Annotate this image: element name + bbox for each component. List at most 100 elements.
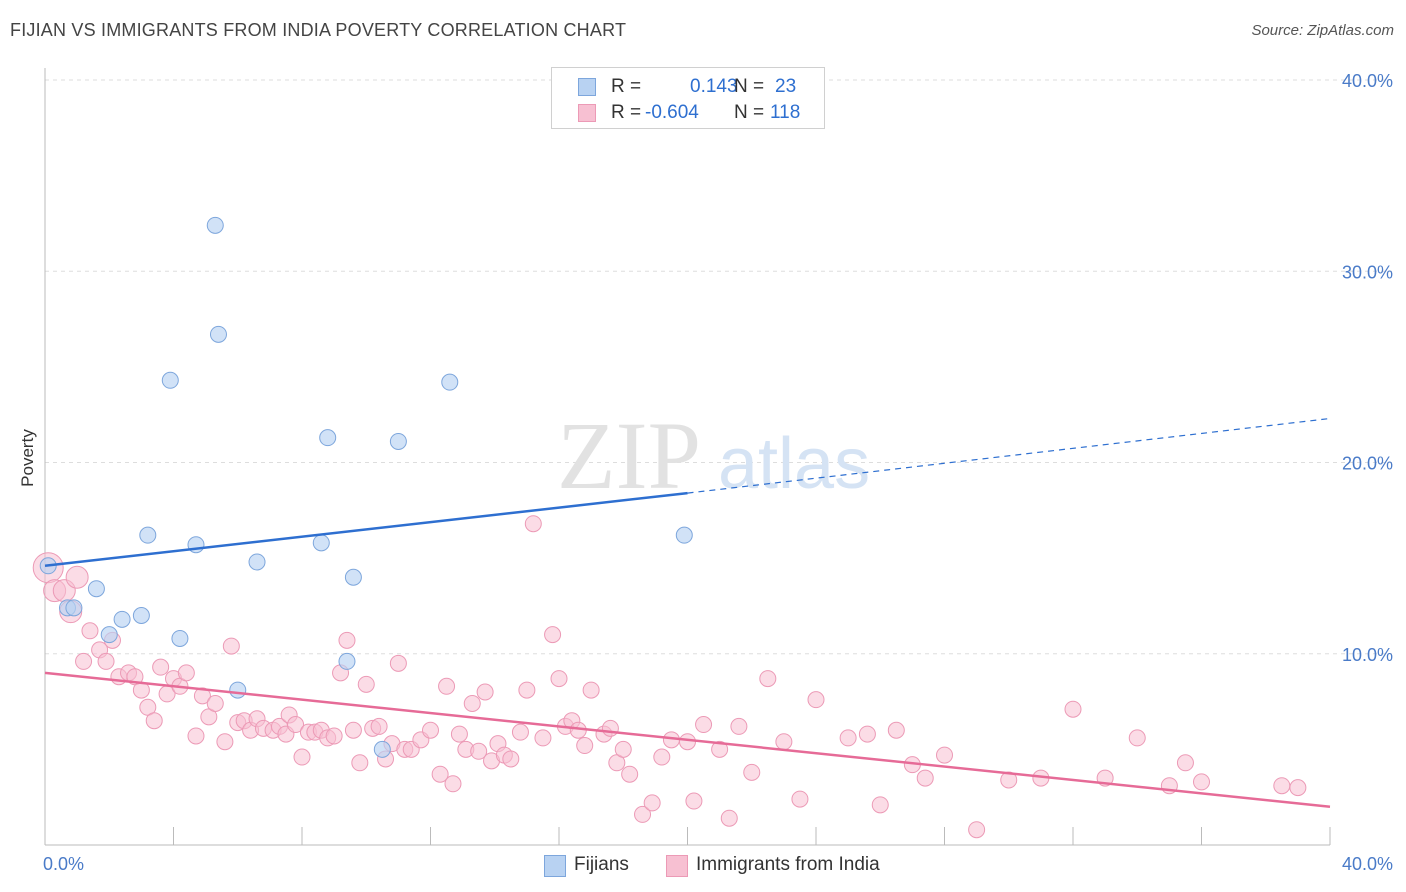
fijian-point (132, 607, 150, 624)
india-point (338, 631, 356, 649)
india-point (1064, 700, 1082, 718)
chart-title: FIJIAN VS IMMIGRANTS FROM INDIA POVERTY … (10, 20, 627, 40)
india-point (679, 733, 696, 751)
axes (44, 68, 1331, 846)
fijian-point (65, 599, 83, 617)
r-value: 0.143 (690, 76, 738, 97)
india-point (444, 775, 462, 793)
n-label: N = (734, 102, 765, 123)
india-point (422, 721, 439, 739)
source-label: Source: ZipAtlas.com (1251, 22, 1394, 39)
india-point (193, 687, 211, 705)
india-point (916, 769, 934, 787)
india-point (81, 622, 99, 640)
fijian-trend-line (44, 491, 688, 568)
fijian-points (39, 216, 693, 758)
stats-row-india: R = -0.604 N = 118 (552, 101, 824, 127)
fijian-point (87, 580, 105, 598)
india-point (518, 681, 536, 699)
grid-lines (45, 79, 1392, 655)
india-swatch (666, 855, 688, 877)
india-point (370, 717, 388, 735)
india-point (152, 658, 170, 676)
stats-row-fijians: R = 0.143 N = 23 (552, 75, 824, 101)
india-point (759, 670, 777, 688)
india-point (1273, 777, 1291, 795)
fijian-swatch (544, 855, 566, 877)
india-point (145, 712, 163, 730)
india-point (1289, 779, 1307, 797)
india-point (177, 664, 195, 682)
india-point (871, 796, 889, 814)
india-point (534, 729, 552, 747)
r-label: R = (611, 102, 642, 123)
india-point (438, 677, 456, 695)
y-axis-label: Poverty (18, 429, 37, 487)
india-point (743, 763, 761, 781)
watermark: ZIP atlas (557, 402, 870, 509)
india-point (222, 637, 240, 655)
india-point (791, 790, 809, 808)
india-point (293, 748, 311, 766)
india-point (643, 794, 661, 812)
x-tick-label: 0.0% (43, 854, 84, 874)
india-swatch (578, 104, 596, 122)
india-point (431, 765, 449, 783)
india-points (32, 515, 1307, 839)
y-tick-label: 10.0% (1342, 645, 1393, 665)
watermark-zip: ZIP (557, 402, 701, 509)
india-point (357, 675, 375, 693)
india-point (775, 733, 793, 751)
india-point (206, 694, 224, 712)
fijian-point (248, 553, 266, 571)
india-point (325, 727, 343, 745)
india-point (968, 821, 986, 839)
india-point (1128, 729, 1146, 747)
legend-label-fijians: Fijians (574, 854, 629, 875)
bottom-legend: Fijians Immigrants from India (0, 850, 1406, 880)
india-point (839, 729, 857, 747)
india-point (389, 654, 407, 672)
y-tick-label: 40.0% (1342, 71, 1393, 91)
india-point (75, 652, 93, 670)
fijian-point (139, 526, 157, 544)
fijian-point (441, 373, 459, 391)
fijian-point (229, 681, 247, 699)
india-point (97, 652, 115, 670)
fijian-trend-extension (687, 417, 1331, 494)
india-trend-line (44, 671, 1331, 808)
x-tick-labels: 0.0% 40.0% (43, 854, 1393, 874)
y-tick-label: 20.0% (1342, 454, 1393, 474)
india-point (887, 721, 905, 739)
india-point (685, 792, 703, 810)
india-point (1176, 754, 1194, 772)
india-point (730, 717, 748, 735)
india-point (576, 737, 594, 755)
n-value: 118 (770, 102, 801, 123)
n-value: 23 (775, 76, 797, 97)
watermark-atlas: atlas (718, 424, 870, 504)
stats-legend: R = 0.143 N = 23 R = -0.604 N = 118 (551, 67, 825, 129)
legend-label-india: Immigrants from India (696, 854, 880, 875)
india-point (511, 723, 529, 741)
india-point (351, 754, 369, 772)
fijian-point (171, 629, 189, 647)
india-point (470, 742, 488, 760)
india-point (502, 750, 520, 768)
india-point (1000, 771, 1018, 789)
y-tick-labels: 10.0% 20.0% 30.0% 40.0% (1342, 71, 1393, 665)
india-point (450, 725, 468, 743)
india-point (544, 626, 562, 644)
india-point (858, 725, 876, 743)
india-point (936, 746, 953, 764)
india-point (463, 694, 481, 712)
india-point (550, 670, 568, 688)
india-point (582, 681, 600, 699)
india-point (601, 719, 619, 737)
fijian-point (312, 534, 330, 552)
x-tick-label: 40.0% (1342, 854, 1393, 874)
fijian-point (206, 216, 224, 234)
trend-lines (44, 417, 1331, 808)
fijian-point (344, 568, 362, 586)
india-point (187, 727, 205, 745)
